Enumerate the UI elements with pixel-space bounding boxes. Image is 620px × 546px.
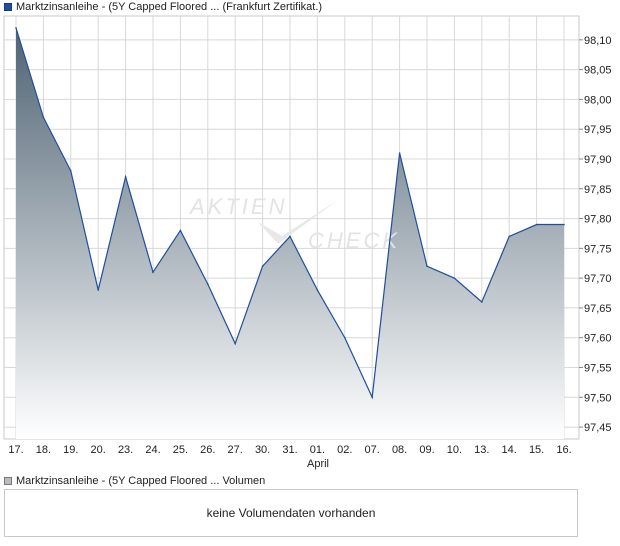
price-area — [16, 27, 564, 439]
x-tick-label: 15. — [529, 444, 544, 456]
price-point — [426, 265, 428, 268]
y-tick-label: 97,75 — [584, 243, 612, 255]
x-tick-label: 16. — [556, 444, 571, 456]
price-legend-swatch — [4, 3, 12, 11]
y-tick-label: 97,90 — [584, 154, 612, 166]
x-tick-label: 27. — [228, 444, 243, 456]
price-point — [70, 170, 72, 172]
y-tick-label: 97,60 — [584, 333, 612, 345]
watermark: AKTIEN CHECK — [188, 194, 400, 253]
price-point — [179, 229, 182, 232]
x-tick-label: 01. — [310, 444, 325, 456]
volume-legend: Marktzinsanleihe - (5Y Capped Floored ..… — [4, 474, 265, 488]
x-tick-label: 13. — [474, 444, 489, 456]
price-point — [234, 342, 236, 345]
watermark-text-bottom: CHECK — [308, 228, 400, 253]
x-tick-label: 20. — [91, 444, 106, 456]
y-tick-label: 97,65 — [584, 303, 612, 315]
x-tick-label: 08. — [392, 444, 407, 456]
price-point — [207, 283, 209, 285]
x-tick-label: 26. — [200, 444, 215, 456]
price-point — [371, 396, 374, 399]
price-point — [508, 235, 511, 238]
x-tick-label: 30. — [255, 444, 270, 456]
x-tick-label: 14. — [502, 444, 517, 456]
x-tick-label: 24. — [145, 444, 160, 456]
price-point — [124, 176, 127, 178]
x-axis-month-label: April — [307, 458, 329, 470]
y-tick-label: 98,10 — [584, 35, 612, 47]
price-point — [261, 265, 264, 268]
y-tick-label: 97,80 — [584, 214, 612, 226]
price-point — [316, 289, 319, 291]
volume-legend-swatch — [4, 477, 12, 485]
x-tick-label: 07. — [365, 444, 380, 456]
price-legend-label: Marktzinsanleihe - (5Y Capped Floored ..… — [16, 1, 323, 13]
price-point — [535, 223, 538, 226]
volume-legend-label: Marktzinsanleihe - (5Y Capped Floored ..… — [16, 475, 266, 487]
y-tick-label: 97,55 — [584, 363, 612, 375]
price-point — [289, 235, 291, 238]
x-tick-label: 02. — [337, 444, 352, 456]
price-point — [481, 301, 483, 303]
y-tick-label: 97,85 — [584, 184, 612, 196]
price-point — [15, 27, 17, 29]
price-point — [453, 277, 456, 279]
x-tick-label: 31. — [282, 444, 297, 456]
x-tick-label: 09. — [419, 444, 434, 456]
volume-panel: keine Volumendaten vorhanden — [4, 489, 578, 537]
x-tick-label: 19. — [63, 444, 78, 456]
price-point — [42, 116, 45, 119]
volume-empty-message: keine Volumendaten vorhanden — [206, 506, 376, 520]
x-tick-label: 10. — [447, 444, 462, 456]
y-axis-ticks: 97,45 97,50 97,55 97,60 97,65 97,70 97,75 97,80… — [579, 35, 612, 434]
y-tick-label: 97,70 — [584, 273, 612, 285]
price-point — [398, 152, 401, 154]
y-tick-label: 97,50 — [584, 392, 612, 404]
y-tick-label: 98,00 — [584, 94, 612, 106]
line-series — [15, 27, 565, 400]
price-chart: AKTIEN CHECK 97,4597,5097,5597,6097,6597… — [3, 15, 612, 470]
x-tick-label: 25. — [173, 444, 188, 456]
y-tick-label: 98,05 — [584, 65, 612, 77]
price-point — [152, 271, 154, 273]
y-tick-label: 97,95 — [584, 124, 612, 136]
price-point — [97, 289, 99, 291]
area-series — [16, 27, 564, 439]
x-tick-label: 17. — [8, 444, 23, 456]
price-legend: Marktzinsanleihe - (5Y Capped Floored ..… — [4, 0, 322, 14]
watermark-text-top: AKTIEN — [188, 194, 287, 219]
x-tick-label: 18. — [36, 444, 51, 456]
price-point — [563, 223, 565, 226]
x-tick-label: 23. — [118, 444, 133, 456]
x-axis-ticks: 17. 18. 19. 20. 23. 24. 25. 26. 27. 30. 31. 01. 02. 0… — [8, 444, 571, 456]
price-point — [344, 336, 346, 339]
y-tick-label: 97,45 — [584, 422, 612, 434]
